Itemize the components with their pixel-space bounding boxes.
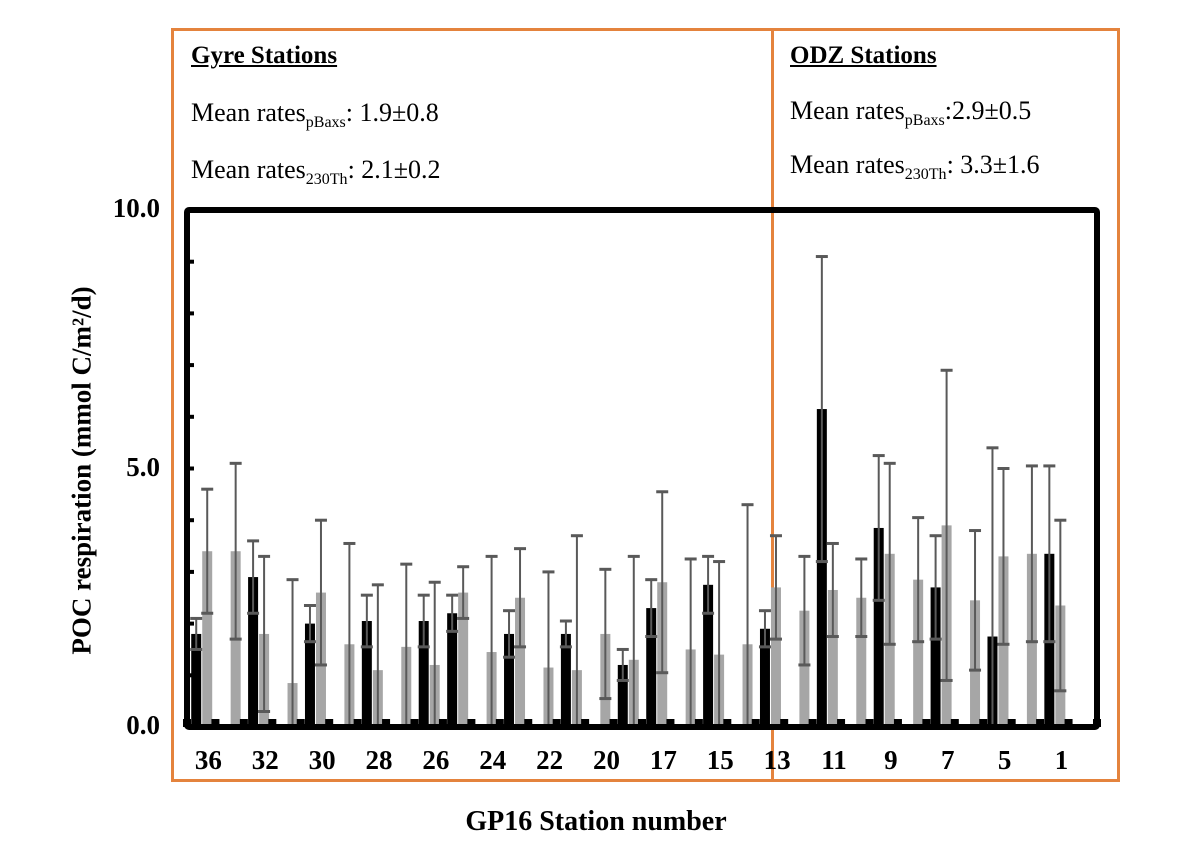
x-tick-label: 26 xyxy=(422,745,450,775)
bar-230th xyxy=(827,589,838,727)
y-tick-label: 10.0 xyxy=(112,193,160,223)
x-axis-tick xyxy=(268,719,277,727)
x-tick-label: 32 xyxy=(251,745,279,775)
odz-mean-th-sub: 230Th xyxy=(904,166,947,183)
x-axis-tick xyxy=(666,719,675,727)
bar-pbaxs xyxy=(617,664,628,727)
x-axis-tick xyxy=(296,719,305,727)
x-axis-tick xyxy=(694,719,703,727)
bar-pbaxs xyxy=(560,633,571,727)
x-axis-tick xyxy=(1064,719,1073,727)
bar-pbaxs xyxy=(361,621,372,727)
y-tick-label: 0.0 xyxy=(126,710,160,740)
region-divider xyxy=(771,28,774,782)
x-tick-label: 15 xyxy=(706,745,734,775)
x-axis-tick xyxy=(837,719,846,727)
x-tick-label: 28 xyxy=(365,745,393,775)
bar-pbaxs xyxy=(248,577,259,727)
gyre-mean-th-prefix: Mean rates xyxy=(191,155,306,184)
x-axis-tick xyxy=(382,719,391,727)
x-axis-tick xyxy=(1093,719,1101,727)
odz-mean-th-prefix: Mean rates xyxy=(790,150,905,179)
odz-mean-pbaxs-value: :2.9±0.5 xyxy=(944,96,1032,125)
bar-pbaxs xyxy=(703,584,714,727)
gyre-mean-th-sub: 230Th xyxy=(305,171,348,188)
x-axis-tick xyxy=(552,719,561,727)
x-axis-tick xyxy=(183,719,191,727)
gyre-mean-pbaxs: Mean ratespBaxs: 1.9±0.8 xyxy=(191,98,439,132)
bar-230th xyxy=(458,592,469,727)
x-axis-tick xyxy=(353,719,362,727)
x-axis-tick xyxy=(751,719,760,727)
x-tick-label: 22 xyxy=(536,745,564,775)
bar-pbaxs xyxy=(504,633,515,727)
x-axis-tick xyxy=(239,719,248,727)
gyre-mean-pbaxs-value: : 1.9±0.8 xyxy=(345,98,439,127)
x-axis-tick xyxy=(467,719,476,727)
bar-pbaxs xyxy=(873,527,884,727)
x-axis-tick xyxy=(410,719,419,727)
gyre-section-title: Gyre Stations xyxy=(191,42,338,69)
x-axis-tick xyxy=(609,719,618,727)
x-tick-label: 24 xyxy=(479,745,507,775)
bar-pbaxs xyxy=(418,621,429,727)
x-tick-label: 1 xyxy=(1054,745,1069,775)
odz-mean-th: Mean rates230Th: 3.3±1.6 xyxy=(790,150,1040,184)
x-axis-tick xyxy=(211,719,220,727)
x-axis-tick xyxy=(325,719,334,727)
x-tick-label: 11 xyxy=(821,745,847,775)
y-tick-label: 5.0 xyxy=(126,452,160,482)
bar-230th xyxy=(770,587,781,727)
x-axis-tick xyxy=(638,719,646,727)
odz-mean-pbaxs-sub: pBaxs xyxy=(904,112,945,129)
bar-230th xyxy=(856,597,867,727)
x-tick-label: 20 xyxy=(592,745,620,775)
x-axis-tick xyxy=(1036,719,1045,727)
x-axis-tick xyxy=(438,719,447,727)
x-axis-tick xyxy=(893,719,902,727)
bar-pbaxs xyxy=(816,409,827,727)
x-axis-tick xyxy=(950,719,959,727)
bar-230th xyxy=(913,579,924,727)
odz-mean-pbaxs-prefix: Mean rates xyxy=(790,96,905,125)
bar-230th xyxy=(515,597,526,727)
x-tick-label: 36 xyxy=(194,745,222,775)
x-axis-label: GP16 Station number xyxy=(465,806,727,837)
bar-pbaxs xyxy=(191,633,202,727)
bar-pbaxs xyxy=(759,628,770,727)
bar-pbaxs xyxy=(930,587,941,727)
x-axis-tick xyxy=(922,719,931,727)
x-axis-tick xyxy=(495,719,504,727)
x-axis-tick xyxy=(581,719,590,727)
gyre-mean-pbaxs-sub: pBaxs xyxy=(305,114,346,131)
bar-230th xyxy=(202,551,213,727)
x-tick-label: 17 xyxy=(649,745,677,775)
odz-mean-pbaxs: Mean ratespBaxs:2.9±0.5 xyxy=(790,96,1031,130)
x-axis-tick xyxy=(780,719,789,727)
bar-pbaxs xyxy=(447,613,458,727)
x-axis-tick xyxy=(524,719,533,727)
x-axis-tick xyxy=(1007,719,1016,727)
bar-pbaxs xyxy=(646,608,657,727)
gyre-stations-panel xyxy=(171,28,775,782)
gyre-mean-th-value: : 2.1±0.2 xyxy=(347,155,441,184)
x-axis-tick xyxy=(808,719,817,727)
x-tick-label: 30 xyxy=(308,745,336,775)
x-tick-label: 7 xyxy=(940,745,955,775)
gyre-mean-pbaxs-prefix: Mean rates xyxy=(191,98,306,127)
x-tick-label: 5 xyxy=(997,745,1012,775)
bar-230th xyxy=(799,610,810,727)
odz-mean-th-value: : 3.3±1.6 xyxy=(946,150,1040,179)
odz-section-title: ODZ Stations xyxy=(790,42,937,69)
x-axis-tick xyxy=(865,719,874,727)
x-axis-tick xyxy=(979,719,988,727)
bar-pbaxs xyxy=(304,623,315,727)
x-tick-label: 13 xyxy=(763,745,791,775)
x-tick-label: 9 xyxy=(884,745,898,775)
x-axis-tick xyxy=(723,719,732,727)
gyre-mean-th: Mean rates230Th: 2.1±0.2 xyxy=(191,155,441,189)
